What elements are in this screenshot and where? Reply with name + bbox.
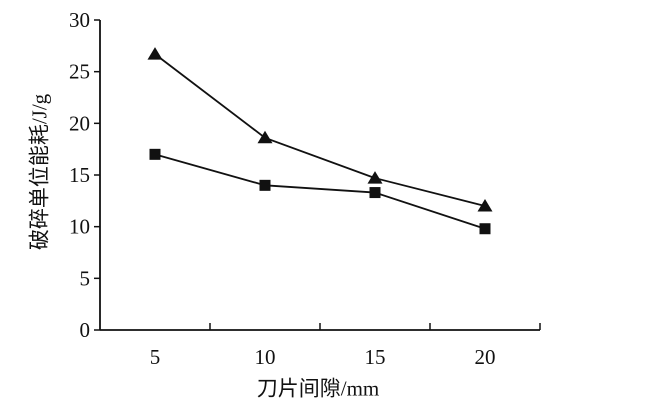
triangle-marker	[257, 130, 273, 144]
y-tick-label: 20	[69, 111, 90, 135]
triangle-marker	[367, 171, 383, 184]
y-tick-label: 25	[69, 60, 90, 84]
square-marker	[369, 187, 381, 199]
triangle-series-line	[154, 53, 486, 207]
y-tick-label: 10	[69, 215, 90, 239]
y-tick-label: 15	[69, 163, 90, 187]
square-marker	[149, 148, 161, 160]
x-tick-label: 5	[150, 345, 161, 369]
x-tick-label: 20	[475, 345, 496, 369]
y-tick-label: 0	[80, 318, 91, 342]
x-tick-label: 15	[365, 345, 386, 369]
square-marker	[479, 223, 491, 235]
y-tick-label: 30	[69, 8, 90, 32]
y-tick-label: 5	[80, 266, 91, 290]
y-axis-title: 破碎单位能耗/J/g	[27, 93, 52, 251]
triangle-marker	[147, 47, 163, 60]
triangle-marker	[477, 199, 493, 212]
x-axis-title: 刀片间隙/mm	[256, 376, 380, 401]
x-tick-label: 10	[255, 345, 276, 369]
square-marker	[259, 179, 271, 191]
square-series-line	[154, 153, 486, 230]
